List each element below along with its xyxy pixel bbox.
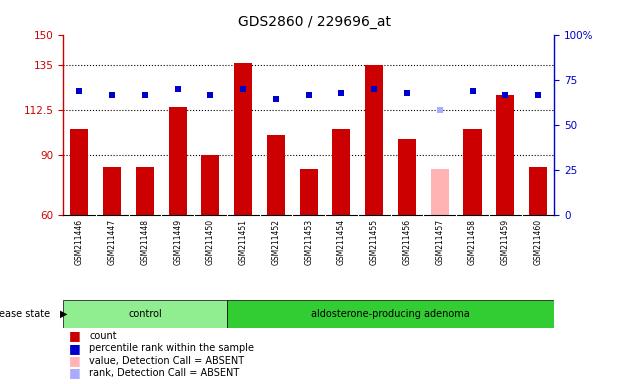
Text: control: control [128,309,162,319]
Bar [169,107,186,215]
Text: GSM211448: GSM211448 [140,219,149,265]
Text: ■: ■ [69,354,81,367]
Bar [300,169,318,215]
Text: ■: ■ [69,366,81,379]
Bar [136,167,154,215]
Text: GSM211446: GSM211446 [75,219,84,265]
Bar [103,167,121,215]
Text: disease state: disease state [0,309,50,319]
Bar [267,135,285,215]
Text: rank, Detection Call = ABSENT: rank, Detection Call = ABSENT [89,368,239,378]
Bar [496,95,514,215]
Text: GDS2860 / 229696_at: GDS2860 / 229696_at [239,15,391,29]
Text: ▶: ▶ [60,309,67,319]
Text: GSM211450: GSM211450 [206,219,215,265]
Bar [464,129,481,215]
Text: GSM211452: GSM211452 [272,219,280,265]
Bar [71,129,88,215]
Text: GSM211455: GSM211455 [370,219,379,265]
Text: GSM211453: GSM211453 [304,219,313,265]
Text: percentile rank within the sample: percentile rank within the sample [89,343,255,353]
Text: ■: ■ [69,329,81,343]
Text: GSM211459: GSM211459 [501,219,510,265]
Text: count: count [89,331,117,341]
Bar [431,169,449,215]
Text: ■: ■ [69,342,81,355]
Text: GSM211456: GSM211456 [403,219,411,265]
Bar [234,63,252,215]
Text: GSM211451: GSM211451 [239,219,248,265]
Text: GSM211460: GSM211460 [534,219,542,265]
Text: GSM211454: GSM211454 [337,219,346,265]
Text: aldosterone-producing adenoma: aldosterone-producing adenoma [311,309,470,319]
Bar [365,65,383,215]
Text: GSM211458: GSM211458 [468,219,477,265]
Text: GSM211449: GSM211449 [173,219,182,265]
Bar [398,139,416,215]
Bar [529,167,547,215]
Bar [227,300,554,328]
Text: value, Detection Call = ABSENT: value, Detection Call = ABSENT [89,356,244,366]
Bar [63,300,227,328]
Bar [333,129,350,215]
Text: GSM211457: GSM211457 [435,219,444,265]
Bar [202,155,219,215]
Text: GSM211447: GSM211447 [108,219,117,265]
